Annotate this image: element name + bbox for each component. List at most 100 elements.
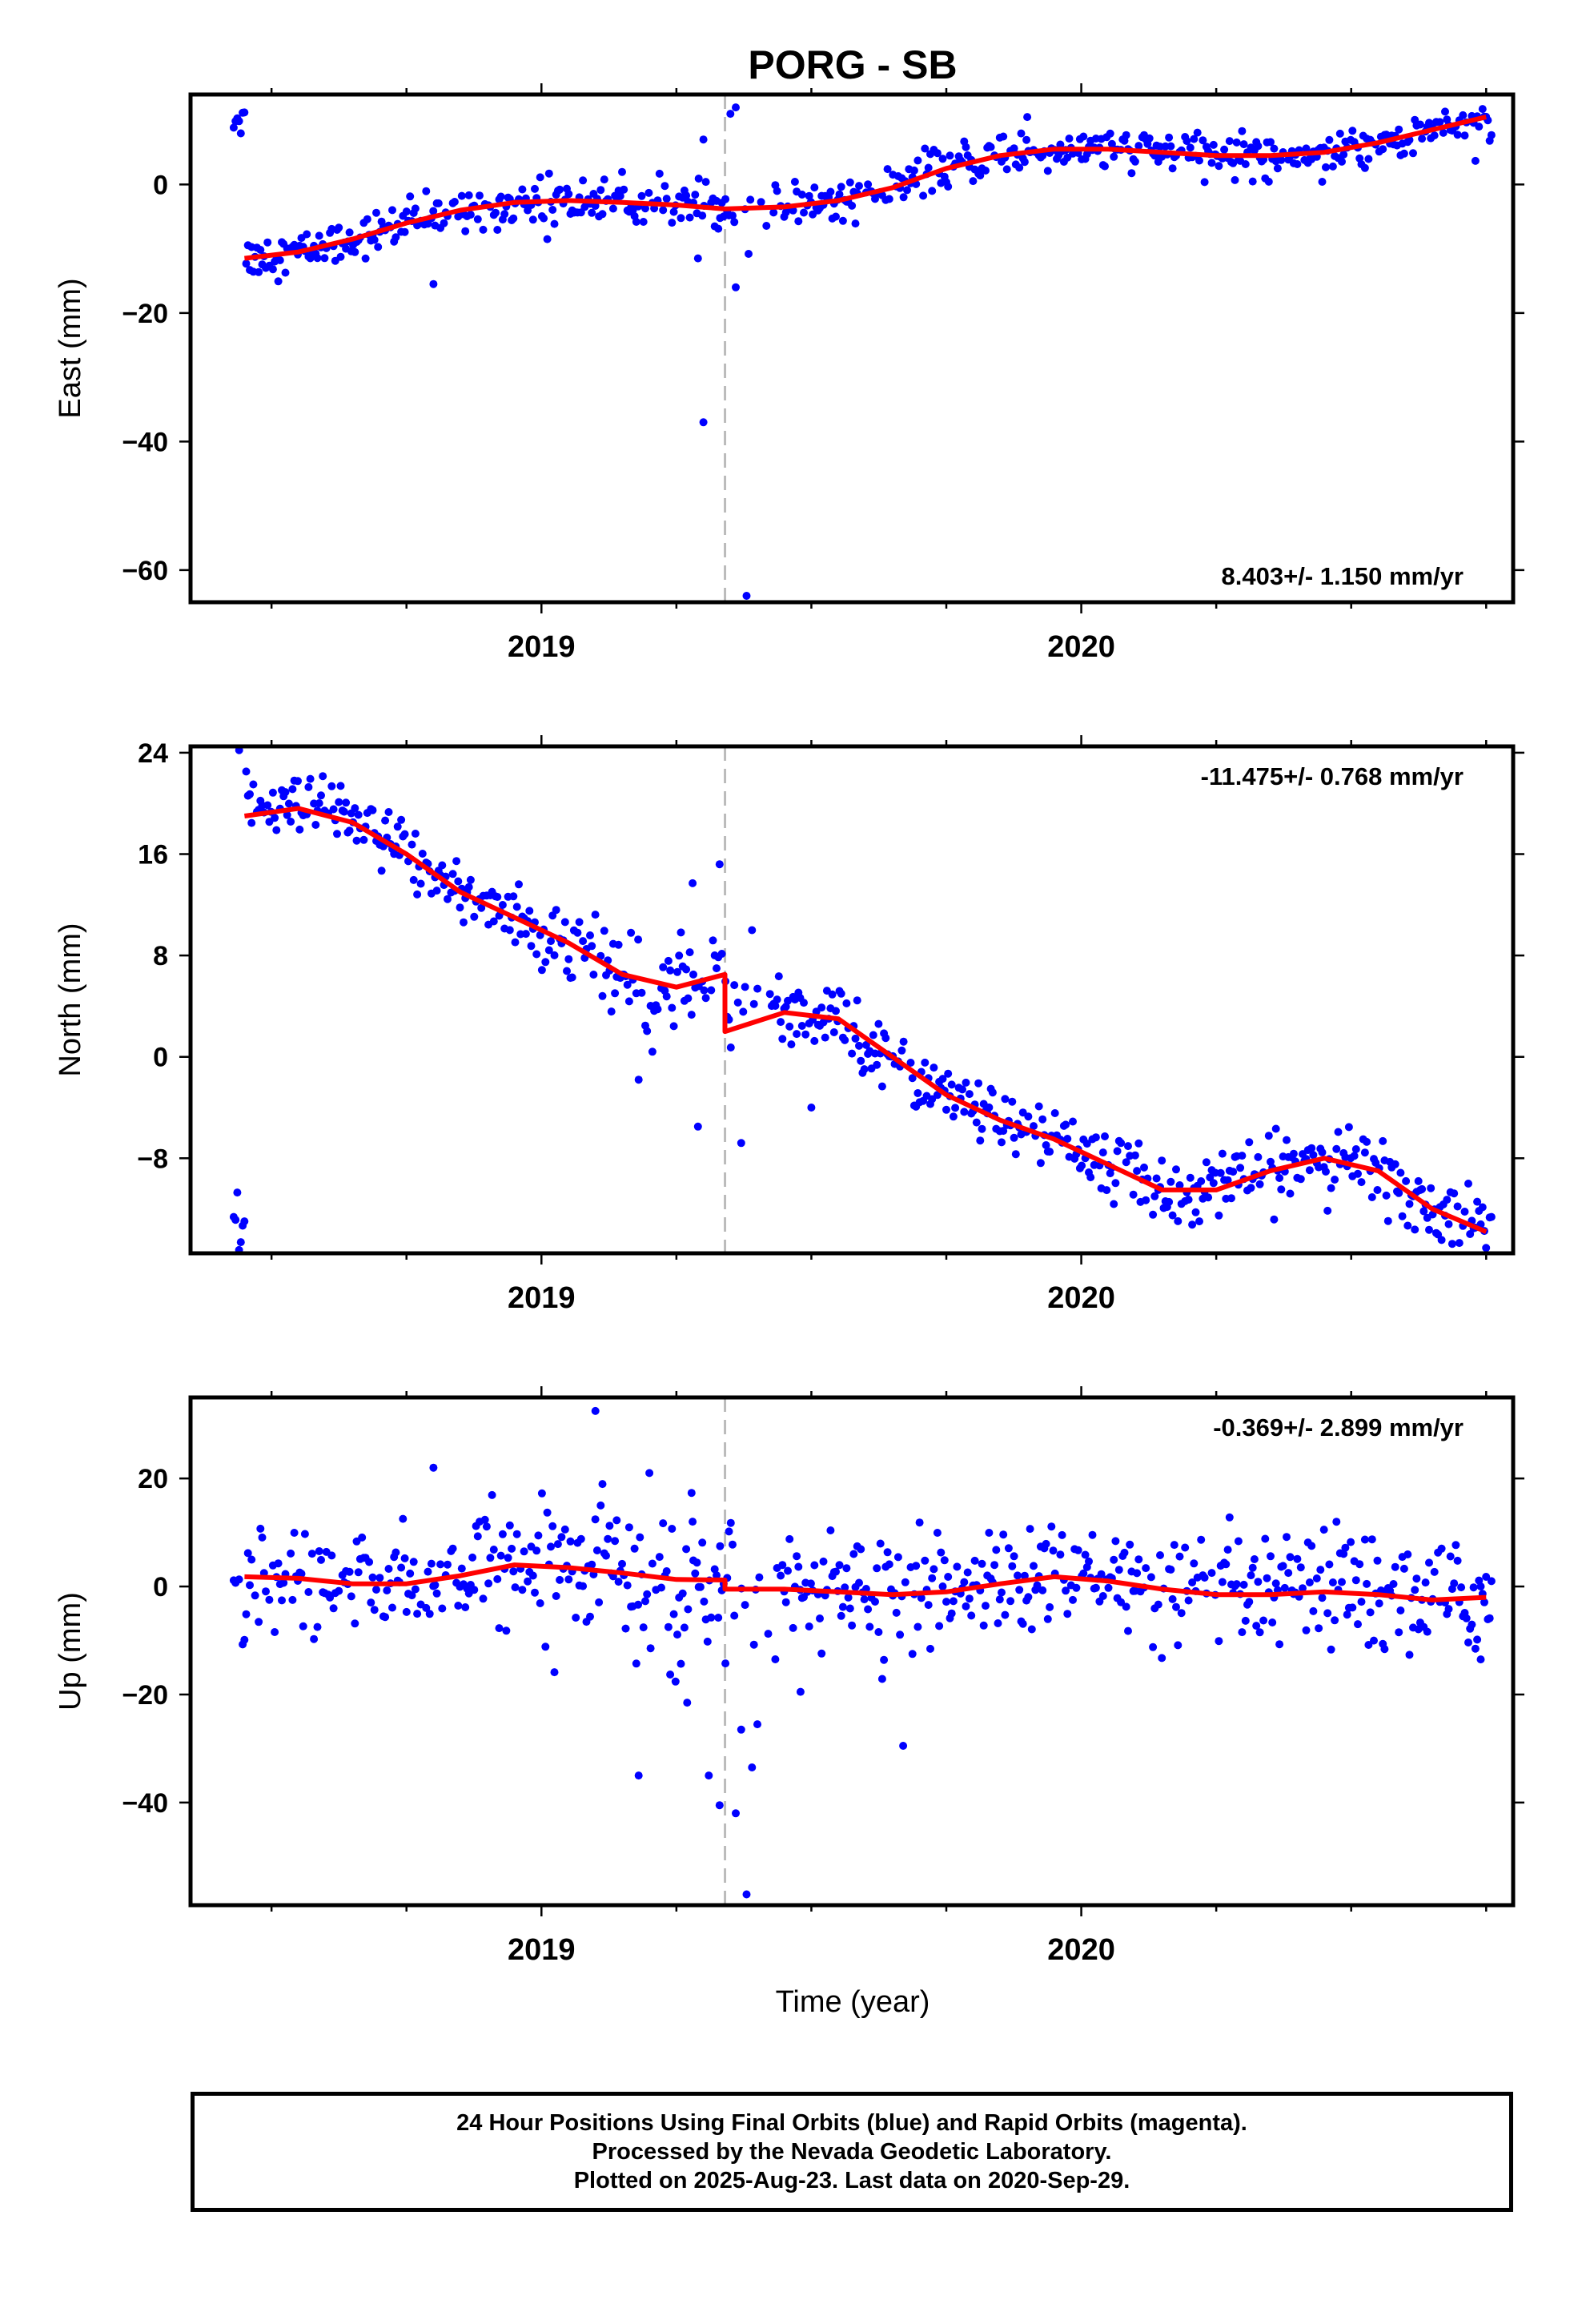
data-point — [942, 1105, 950, 1114]
y-tick-label: 0 — [153, 170, 168, 200]
data-point — [1006, 1597, 1015, 1606]
data-point — [1042, 1539, 1050, 1548]
data-point — [300, 1530, 309, 1538]
data-point — [1469, 1583, 1478, 1592]
data-point — [284, 799, 293, 808]
data-point — [614, 1578, 623, 1586]
data-point — [933, 1529, 942, 1537]
data-point — [1267, 138, 1275, 147]
data-point — [1231, 175, 1239, 184]
data-point — [263, 801, 272, 810]
data-point — [1279, 1562, 1287, 1570]
data-point — [899, 1037, 908, 1046]
model-line — [244, 115, 1487, 261]
data-point — [411, 204, 420, 213]
data-point — [249, 780, 258, 789]
data-point — [1174, 1641, 1182, 1650]
data-point — [689, 1518, 697, 1526]
data-point — [1254, 1578, 1263, 1586]
data-point — [281, 788, 290, 797]
data-point — [548, 1522, 557, 1530]
data-point — [1332, 1518, 1341, 1526]
data-point — [1351, 1576, 1360, 1585]
chart-title: PORG - SB — [748, 42, 957, 87]
data-point — [1056, 1550, 1065, 1559]
data-point — [965, 1090, 974, 1099]
data-point — [896, 1630, 905, 1639]
y-tick-label: −40 — [122, 427, 168, 457]
data-point — [1419, 1207, 1428, 1216]
data-point — [1079, 1569, 1088, 1578]
data-point — [1328, 162, 1337, 171]
data-point — [794, 217, 803, 226]
data-point — [1395, 125, 1403, 134]
data-point — [1425, 1558, 1433, 1567]
data-point — [531, 184, 539, 193]
data-point — [1334, 1128, 1343, 1136]
data-point — [319, 772, 327, 781]
data-point — [1202, 1158, 1211, 1167]
data-point — [1152, 1174, 1161, 1183]
data-point — [785, 1534, 794, 1543]
data-point — [1024, 1593, 1033, 1602]
data-point — [1002, 165, 1011, 174]
data-point — [242, 1610, 251, 1618]
data-point — [908, 1074, 917, 1083]
data-point — [315, 1547, 323, 1555]
data-point — [1065, 135, 1074, 143]
data-point — [1134, 1139, 1143, 1148]
data-point — [540, 214, 548, 223]
data-point — [604, 1534, 612, 1543]
data-point — [1322, 1168, 1330, 1176]
data-point — [1366, 1608, 1375, 1617]
data-point — [1453, 1202, 1462, 1211]
data-point — [1418, 1184, 1427, 1193]
data-point — [796, 1687, 805, 1696]
data-point — [880, 1655, 889, 1664]
data-point — [564, 190, 573, 199]
data-point — [673, 1630, 681, 1639]
data-point — [721, 1659, 730, 1668]
data-point — [1323, 1206, 1332, 1215]
data-point — [1117, 1598, 1126, 1606]
data-point — [1110, 1555, 1118, 1564]
data-point — [1085, 1557, 1093, 1566]
data-point — [1193, 128, 1202, 137]
data-point — [408, 840, 416, 849]
data-point — [242, 259, 251, 268]
data-point — [976, 1136, 985, 1145]
data-point — [534, 1531, 543, 1540]
data-point — [1305, 1578, 1314, 1586]
data-point — [716, 1542, 725, 1550]
data-point — [275, 256, 284, 264]
data-point — [693, 1122, 702, 1131]
data-point — [855, 1041, 863, 1050]
data-point — [1354, 1169, 1362, 1178]
data-point — [937, 1548, 946, 1557]
data-point — [978, 1124, 986, 1133]
data-point — [624, 997, 633, 1006]
data-point — [384, 1565, 393, 1573]
data-point — [1188, 1578, 1197, 1586]
data-point — [960, 1578, 969, 1586]
data-point — [409, 875, 418, 884]
data-point — [1373, 1556, 1382, 1565]
data-point — [648, 1047, 656, 1056]
data-point — [427, 1559, 436, 1568]
data-point — [1446, 1552, 1455, 1561]
data-point — [1010, 1552, 1018, 1561]
data-point — [509, 1567, 518, 1576]
data-point — [1328, 1578, 1337, 1586]
data-point — [422, 187, 431, 195]
data-point — [680, 1623, 689, 1632]
y-tick-label: 0 — [153, 1043, 168, 1073]
data-point — [231, 1216, 240, 1224]
data-point — [1133, 1167, 1142, 1176]
data-point — [1111, 1179, 1120, 1188]
data-point — [1186, 1173, 1195, 1182]
data-point — [1247, 1184, 1255, 1192]
data-point — [1351, 1145, 1360, 1153]
data-point — [1142, 1564, 1150, 1573]
data-point — [689, 970, 697, 979]
data-point — [283, 810, 291, 819]
